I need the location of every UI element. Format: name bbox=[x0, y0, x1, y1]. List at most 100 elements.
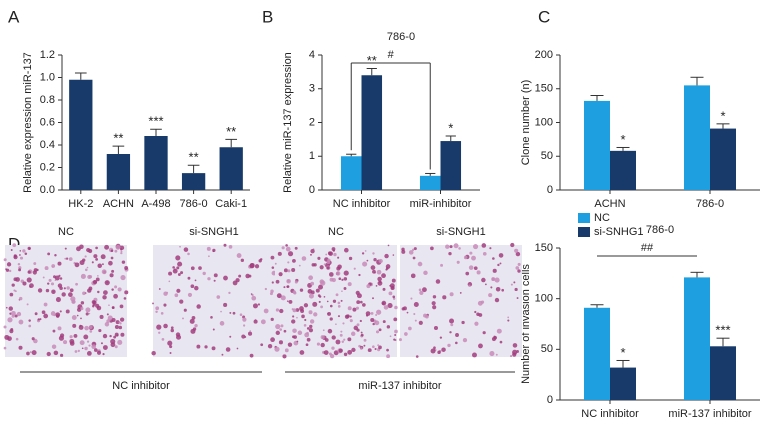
cell bbox=[280, 324, 284, 328]
cell bbox=[101, 269, 107, 275]
cell bbox=[26, 277, 32, 283]
cell bbox=[433, 346, 436, 350]
y-tick-label: 0.0 bbox=[40, 184, 55, 196]
cell bbox=[108, 304, 110, 307]
cell bbox=[286, 300, 289, 302]
cell bbox=[76, 314, 79, 317]
bar bbox=[106, 154, 131, 190]
cell bbox=[169, 345, 173, 349]
cell bbox=[120, 317, 125, 322]
cell bbox=[111, 317, 116, 322]
cell bbox=[229, 335, 232, 338]
cell bbox=[442, 295, 447, 300]
y-tick-label: 100 bbox=[535, 293, 553, 305]
cell bbox=[343, 352, 348, 357]
cell bbox=[515, 251, 521, 257]
cell bbox=[343, 277, 348, 281]
cell bbox=[221, 353, 224, 356]
bar bbox=[684, 277, 710, 400]
cell bbox=[318, 284, 323, 290]
y-tick-label: 100 bbox=[535, 116, 553, 128]
cell bbox=[44, 266, 49, 271]
cell bbox=[236, 347, 239, 350]
cell bbox=[304, 332, 310, 338]
cell bbox=[340, 330, 343, 333]
cell bbox=[481, 243, 487, 248]
cell bbox=[348, 256, 353, 261]
cell bbox=[497, 263, 500, 267]
cell bbox=[294, 246, 298, 250]
cell bbox=[72, 323, 77, 328]
group-label: miR-137 inhibitor bbox=[358, 380, 441, 392]
cell bbox=[335, 293, 339, 297]
cell bbox=[512, 343, 518, 348]
cell bbox=[493, 335, 496, 339]
cell bbox=[431, 301, 436, 306]
cell bbox=[168, 271, 173, 276]
bar bbox=[610, 367, 636, 400]
y-axis-label: Relative expression miR-137 bbox=[22, 52, 34, 193]
cell bbox=[499, 262, 502, 265]
cell bbox=[372, 345, 375, 349]
cell bbox=[8, 306, 13, 311]
cell bbox=[219, 321, 225, 326]
cell bbox=[347, 337, 352, 342]
cell bbox=[91, 261, 94, 264]
y-tick-label: 0 bbox=[309, 184, 315, 196]
cell bbox=[274, 262, 277, 265]
cell bbox=[18, 319, 24, 325]
cell bbox=[449, 331, 452, 334]
cell bbox=[239, 313, 243, 316]
cell bbox=[60, 353, 64, 357]
cell bbox=[394, 305, 398, 310]
cell bbox=[250, 293, 253, 295]
cell bbox=[55, 297, 61, 303]
cell bbox=[349, 315, 352, 318]
micrograph-bg bbox=[400, 245, 522, 357]
y-tick-label: 150 bbox=[535, 242, 553, 254]
cell bbox=[392, 254, 395, 256]
cell bbox=[92, 279, 98, 285]
cell bbox=[14, 290, 17, 293]
x-tick-label: ACHN bbox=[103, 198, 134, 210]
cell bbox=[190, 266, 195, 271]
cell bbox=[275, 279, 280, 284]
cell bbox=[326, 266, 330, 270]
x-tick-label: NC inhibitor bbox=[581, 408, 639, 420]
cell bbox=[287, 342, 293, 347]
cell bbox=[365, 311, 371, 316]
cell bbox=[433, 326, 439, 331]
cell bbox=[355, 290, 360, 295]
cell bbox=[249, 353, 254, 358]
cell bbox=[309, 319, 315, 324]
cell bbox=[510, 355, 512, 357]
cell bbox=[53, 350, 59, 356]
cell bbox=[124, 266, 129, 270]
cell bbox=[158, 331, 161, 334]
cell bbox=[47, 282, 50, 285]
y-tick-label: 3 bbox=[309, 83, 315, 95]
legend-label: NC bbox=[594, 212, 610, 224]
cell bbox=[260, 319, 266, 325]
cell bbox=[53, 275, 56, 279]
cell bbox=[174, 293, 179, 298]
cell bbox=[386, 267, 389, 270]
cell bbox=[176, 288, 181, 293]
cell bbox=[408, 250, 414, 255]
cell bbox=[468, 265, 474, 270]
cell bbox=[292, 308, 297, 313]
cell bbox=[423, 270, 428, 276]
cell bbox=[284, 348, 289, 353]
cell bbox=[382, 320, 386, 324]
cell bbox=[102, 295, 107, 300]
cell bbox=[322, 329, 325, 332]
cell bbox=[333, 252, 337, 257]
cell bbox=[13, 254, 17, 258]
cell bbox=[349, 319, 353, 323]
cell bbox=[196, 344, 201, 349]
cell bbox=[355, 306, 359, 310]
cell bbox=[168, 280, 171, 283]
cell bbox=[366, 259, 369, 262]
cell bbox=[373, 258, 377, 262]
cell bbox=[296, 316, 298, 319]
